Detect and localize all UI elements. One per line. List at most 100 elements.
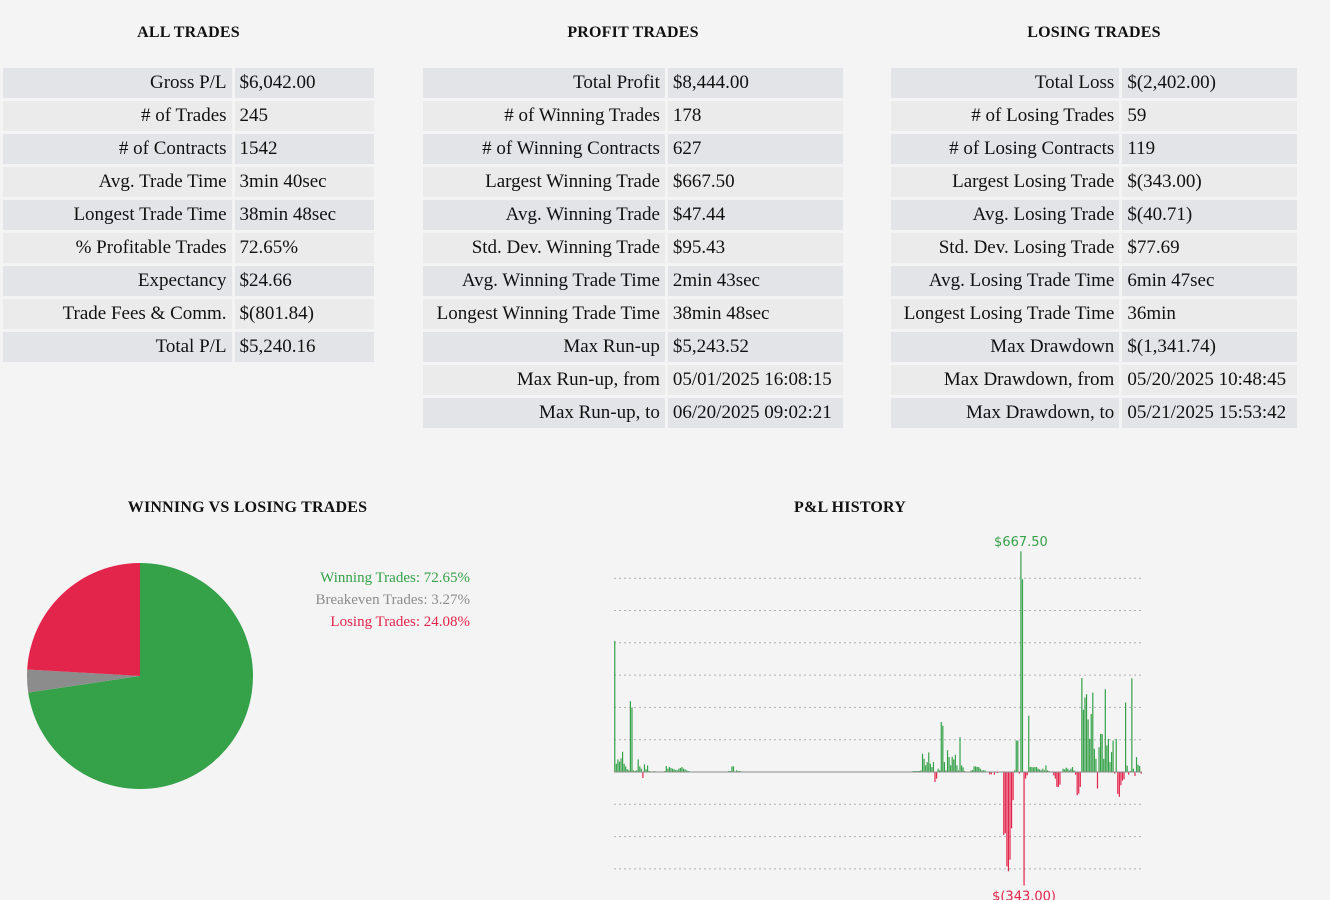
losing-trades-value: $77.69	[1122, 233, 1297, 263]
profit-trades-label: Longest Winning Trade Time	[423, 299, 668, 329]
losing-trades-label: Largest Losing Trade	[891, 167, 1123, 197]
profit-trades-label: Max Run-up, to	[423, 398, 668, 428]
all-trades-label: # of Contracts	[3, 134, 235, 164]
pnl-history-title: P&L HISTORY	[793, 499, 907, 516]
profit-trades-row: Avg. Winning Trade $47.44	[423, 200, 843, 230]
all-trades-label: # of Trades	[3, 101, 235, 131]
profit-trades-row: Avg. Winning Trade Time 2min 43sec	[423, 266, 843, 296]
all-trades-row: Total P/L $5,240.16	[3, 332, 374, 362]
losing-trades-label: Avg. Losing Trade Time	[891, 266, 1123, 296]
profit-trades-label: Max Run-up, from	[423, 365, 668, 395]
losing-trades-label: Total Loss	[891, 68, 1123, 98]
losing-trades-row: Max Drawdown, from 05/20/2025 10:48:45	[891, 365, 1297, 395]
pie-chart-title: WINNING VS LOSING TRADES	[127, 499, 368, 516]
losing-trades-label: Max Drawdown, to	[891, 398, 1123, 428]
pie-slice-winning-trades	[28, 563, 254, 789]
losing-trades-value: $(343.00)	[1122, 167, 1297, 197]
profit-trades-value: $667.50	[667, 167, 843, 197]
losing-trades-row: Largest Losing Trade $(343.00)	[891, 167, 1297, 197]
all-trades-label: Expectancy	[3, 266, 235, 296]
profit-trades-label: Largest Winning Trade	[423, 167, 668, 197]
losing-trades-row: Max Drawdown, to 05/21/2025 15:53:42	[891, 398, 1297, 428]
losing-trades-label: Max Drawdown, from	[891, 365, 1123, 395]
all-trades-value: $6,042.00	[234, 68, 374, 98]
all-trades-value: $5,240.16	[234, 332, 374, 362]
losing-trades-label: Std. Dev. Losing Trade	[891, 233, 1123, 263]
profit-trades-row: Max Run-up, to 06/20/2025 09:02:21	[423, 398, 843, 428]
losing-trades-row: Avg. Losing Trade $(40.71)	[891, 200, 1297, 230]
profit-trades-row: Largest Winning Trade $667.50	[423, 167, 843, 197]
all-trades-value: 1542	[234, 134, 374, 164]
losing-trades-value: 36min	[1122, 299, 1297, 329]
profit-trades-value: 178	[667, 101, 843, 131]
all-trades-row: % Profitable Trades 72.65%	[3, 233, 374, 263]
all-trades-value: 245	[234, 101, 374, 131]
profit-trades-value: 38min 48sec	[667, 299, 843, 329]
profit-trades-row: Max Run-up $5,243.52	[423, 332, 843, 362]
profit-trades-label: Avg. Winning Trade	[423, 200, 668, 230]
all-trades-row: Trade Fees & Comm. $(801.84)	[3, 299, 374, 329]
legend-entry-losing-trades: Losing Trades: 24.08%	[330, 614, 470, 630]
profit-trades-row: Longest Winning Trade Time 38min 48sec	[423, 299, 843, 329]
losing-trades-value: $(2,402.00)	[1122, 68, 1297, 98]
losing-trades-value: 6min 47sec	[1122, 266, 1297, 296]
all-trades-label: Gross P/L	[3, 68, 235, 98]
pie-legend: Winning Trades: 72.65% Breakeven Trades: …	[270, 567, 470, 633]
min-trade-label: $(343.00)	[992, 890, 1056, 900]
profit-trades-label: Std. Dev. Winning Trade	[423, 233, 668, 263]
profit-trades-value: $5,243.52	[667, 332, 843, 362]
legend-entry-breakeven-trades: Breakeven Trades: 3.27%	[315, 592, 470, 608]
profit-trades-value: $47.44	[667, 200, 843, 230]
profit-trades-label: # of Winning Contracts	[423, 134, 668, 164]
profit-trades-label: Avg. Winning Trade Time	[423, 266, 668, 296]
all-trades-title: ALL TRADES	[137, 24, 240, 41]
all-trades-value: 3min 40sec	[234, 167, 374, 197]
all-trades-value: 38min 48sec	[234, 200, 374, 230]
losing-trades-row: Avg. Losing Trade Time 6min 47sec	[891, 266, 1297, 296]
losing-trades-table: Total Loss $(2,402.00) # of Losing Trades 5…	[891, 65, 1297, 431]
losing-trades-value: 05/20/2025 10:48:45	[1122, 365, 1297, 395]
losing-trades-value: $(1,341.74)	[1122, 332, 1297, 362]
profit-trades-value: 06/20/2025 09:02:21	[667, 398, 843, 428]
losing-trades-row: Std. Dev. Losing Trade $77.69	[891, 233, 1297, 263]
max-trade-label: $667.50	[994, 535, 1048, 550]
all-trades-label: Avg. Trade Time	[3, 167, 235, 197]
losing-trades-row: Max Drawdown $(1,341.74)	[891, 332, 1297, 362]
losing-trades-label: # of Losing Trades	[891, 101, 1123, 131]
win-loss-pie-chart	[27, 563, 254, 789]
all-trades-value: 72.65%	[234, 233, 374, 263]
losing-trades-title: LOSING TRADES	[1027, 24, 1161, 41]
losing-trades-value: 119	[1122, 134, 1297, 164]
losing-trades-row: Total Loss $(2,402.00)	[891, 68, 1297, 98]
all-trades-label: Total P/L	[3, 332, 235, 362]
profit-trades-label: Max Run-up	[423, 332, 668, 362]
pie-slice-losing-trades	[27, 563, 141, 676]
all-trades-table: Gross P/L $6,042.00 # of Trades 245 # of Con…	[3, 65, 374, 365]
pie-slice-breakeven-trades	[27, 669, 141, 693]
losing-trades-label: Max Drawdown	[891, 332, 1123, 362]
profit-trades-row: # of Winning Contracts 627	[423, 134, 843, 164]
profit-trades-value: 2min 43sec	[667, 266, 843, 296]
all-trades-row: Avg. Trade Time 3min 40sec	[3, 167, 374, 197]
profit-trades-value: $95.43	[667, 233, 843, 263]
all-trades-value: $24.66	[234, 266, 374, 296]
legend-entry-winning-trades: Winning Trades: 72.65%	[320, 570, 470, 586]
losing-trades-value: 05/21/2025 15:53:42	[1122, 398, 1297, 428]
profit-trades-row: Max Run-up, from 05/01/2025 16:08:15	[423, 365, 843, 395]
profit-trades-label: # of Winning Trades	[423, 101, 668, 131]
losing-trades-label: Longest Losing Trade Time	[891, 299, 1123, 329]
all-trades-label: Trade Fees & Comm.	[3, 299, 235, 329]
losing-trades-row: Longest Losing Trade Time 36min	[891, 299, 1297, 329]
profit-trades-row: Std. Dev. Winning Trade $95.43	[423, 233, 843, 263]
all-trades-label: % Profitable Trades	[3, 233, 235, 263]
losing-trades-label: # of Losing Contracts	[891, 134, 1123, 164]
losing-trades-row: # of Losing Trades 59	[891, 101, 1297, 131]
profit-trades-title: PROFIT TRADES	[567, 24, 699, 41]
profit-trades-row: # of Winning Trades 178	[423, 101, 843, 131]
profit-trades-value: 627	[667, 134, 843, 164]
losing-trades-label: Avg. Losing Trade	[891, 200, 1123, 230]
profit-trades-value: $8,444.00	[667, 68, 843, 98]
all-trades-row: # of Contracts 1542	[3, 134, 374, 164]
all-trades-row: Gross P/L $6,042.00	[3, 68, 374, 98]
all-trades-label: Longest Trade Time	[3, 200, 235, 230]
